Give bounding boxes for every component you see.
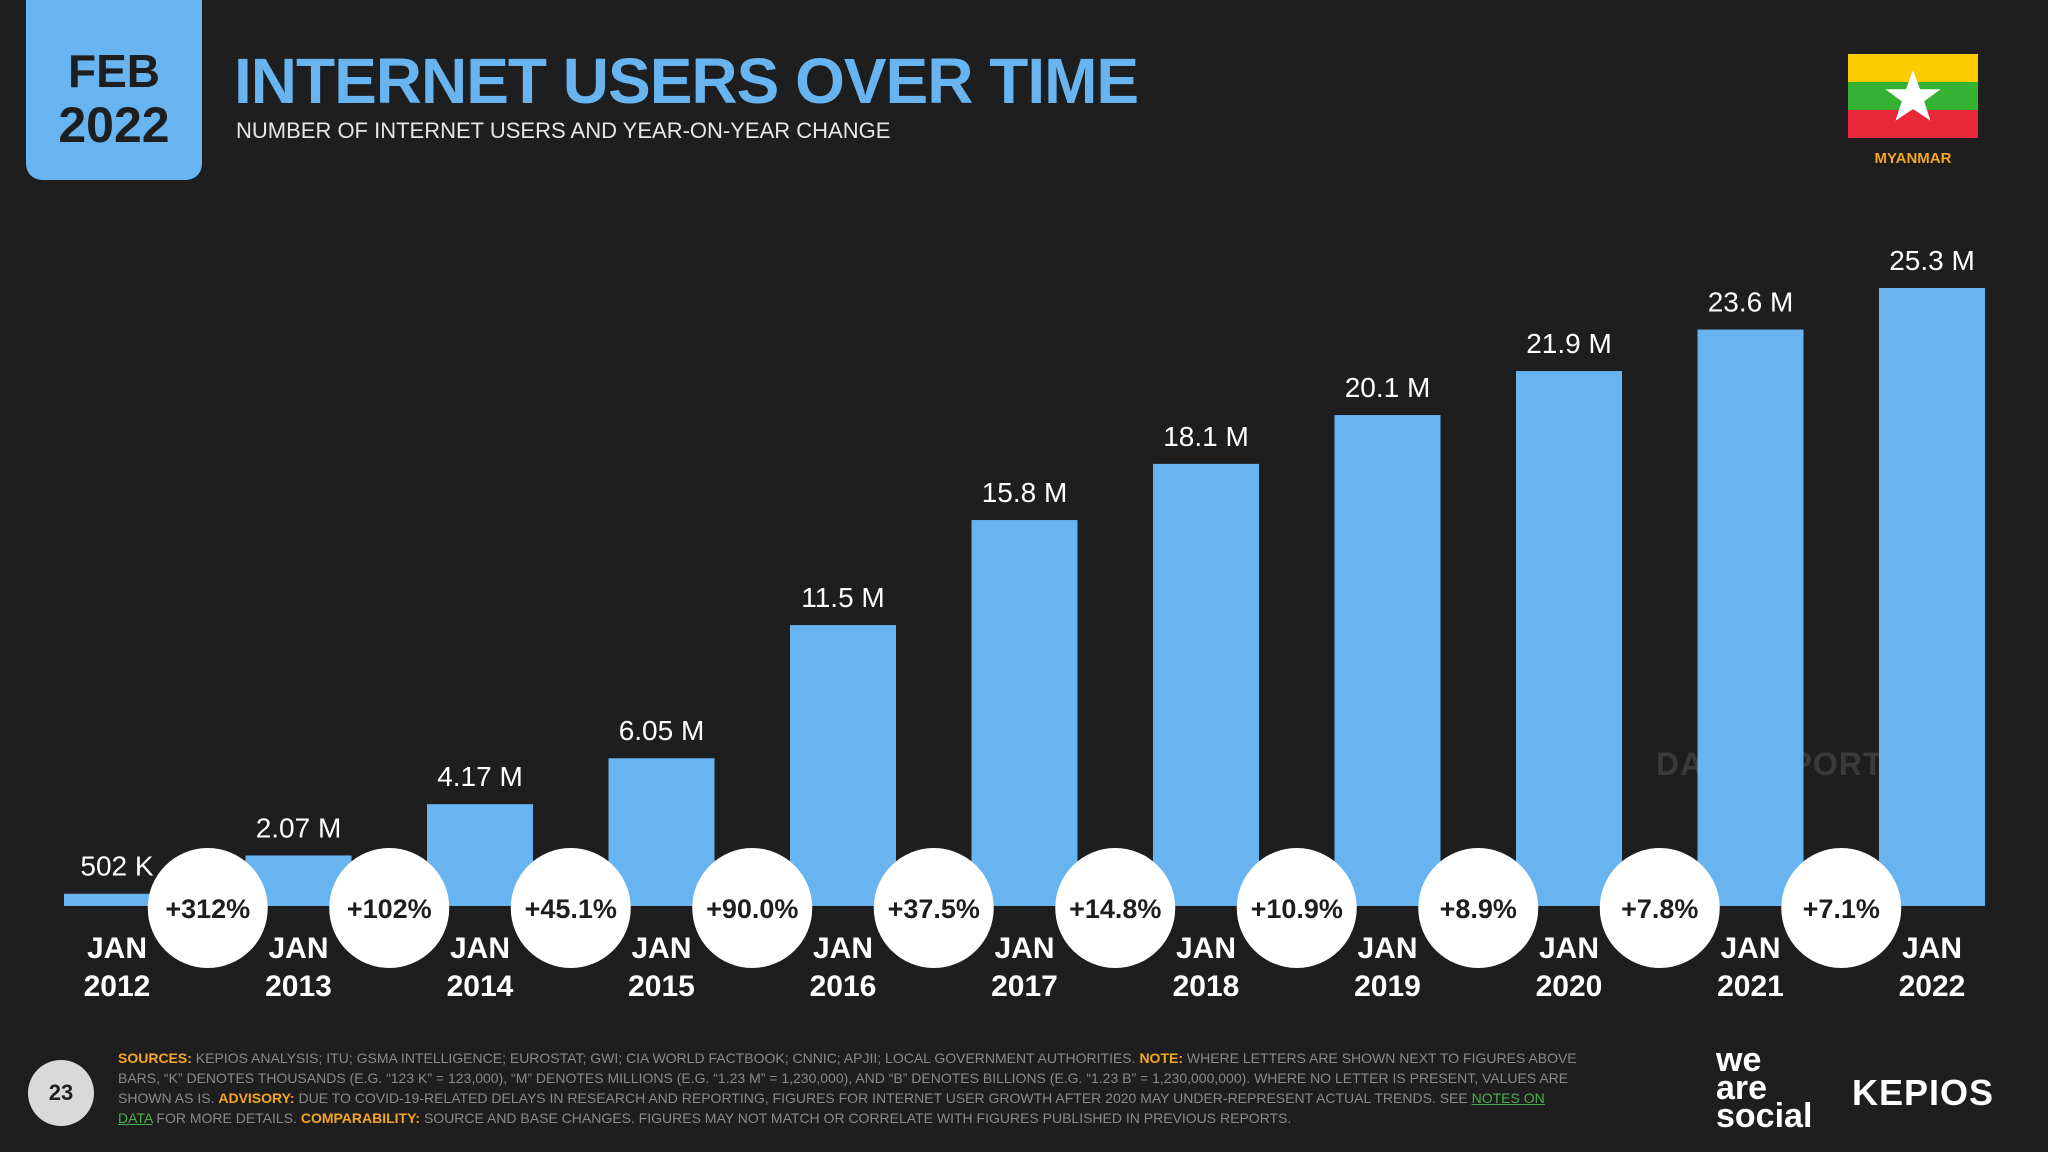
x-tick-label: JAN [1176, 932, 1236, 965]
page-number: 23 [28, 1060, 94, 1126]
yoy-change-label: +7.8% [1621, 894, 1698, 924]
sources-text: KEPIOS ANALYSIS; ITU; GSMA INTELLIGENCE;… [195, 1050, 1136, 1066]
x-tick-label: 2019 [1354, 970, 1421, 1003]
bar [1697, 329, 1804, 906]
myanmar-flag-icon [1848, 54, 1978, 138]
value-label: 4.17 M [437, 761, 523, 792]
yoy-change-circle [329, 848, 450, 968]
advisory-text: DUE TO COVID-19-RELATED DELAYS IN RESEAR… [298, 1090, 1468, 1106]
yoy-change-label: +7.1% [1803, 894, 1880, 924]
bar [608, 758, 715, 906]
value-label: 21.9 M [1526, 328, 1612, 359]
yoy-change-circle [1055, 848, 1176, 968]
x-tick-label: 2018 [1173, 970, 1240, 1003]
x-tick-label: JAN [450, 932, 510, 965]
yoy-change-circle [1236, 848, 1357, 968]
yoy-change-label: +90.0% [706, 894, 798, 924]
date-badge: FEB 2022 [26, 0, 202, 180]
x-tick-label: 2022 [1899, 970, 1966, 1003]
comparability-text: SOURCE AND BASE CHANGES. FIGURES MAY NOT… [423, 1110, 1292, 1126]
we-are-social-logo: we are social [1716, 1041, 1813, 1135]
page-title: INTERNET USERS OVER TIME [234, 45, 1139, 117]
x-tick-label: 2015 [628, 970, 695, 1003]
note-text: WHERE LETTERS ARE SHOWN NEXT TO FIGURES … [118, 1050, 1577, 1106]
x-tick-label: JAN [1357, 932, 1417, 965]
x-tick-label: JAN [994, 932, 1054, 965]
value-label: 20.1 M [1345, 372, 1431, 403]
badge-year: 2022 [58, 97, 170, 153]
after-link-text: FOR MORE DETAILS. [156, 1110, 297, 1126]
bar [1516, 371, 1622, 906]
bar-chart: 502 K JAN 2012 2.07 M JAN 2013 4.17 M JAN 2014 6.… [64, 245, 1985, 1003]
x-tick-label: JAN [1720, 932, 1780, 965]
comparability-label: COMPARABILITY: [300, 1110, 421, 1126]
x-tick-label: JAN [1539, 932, 1599, 965]
bar [1879, 288, 1985, 906]
country-label: MYANMAR [1874, 150, 1952, 167]
x-tick-label: JAN [87, 932, 147, 965]
yoy-change-label: +8.9% [1440, 894, 1517, 924]
bar [1334, 415, 1441, 906]
yoy-change-circle [1418, 848, 1539, 968]
yoy-change-label: +14.8% [1069, 894, 1161, 924]
notes-on-data-link[interactable]: NOTES ON DATA [118, 1090, 1545, 1126]
x-tick-label: JAN [813, 932, 873, 965]
note-label: NOTE: [1139, 1050, 1183, 1066]
bar [971, 520, 1078, 906]
x-tick-label: 2017 [991, 970, 1058, 1003]
value-label: 25.3 M [1889, 245, 1975, 276]
x-tick-label: 2021 [1717, 970, 1784, 1003]
value-label: 11.5 M [801, 582, 885, 613]
flag-star [1885, 70, 1941, 121]
bar [790, 625, 896, 906]
sources-label: SOURCES: [118, 1050, 192, 1066]
yoy-change-label: +45.1% [525, 894, 617, 924]
yoy-change-circle [147, 848, 268, 968]
x-tick-label: 2014 [447, 970, 514, 1003]
page-subtitle: NUMBER OF INTERNET USERS AND YEAR-ON-YEA… [236, 118, 891, 143]
yoy-change-circle [692, 848, 813, 968]
yoy-change-circle [1781, 848, 1902, 968]
value-label: 18.1 M [1163, 421, 1249, 452]
x-tick-label: JAN [1902, 932, 1962, 965]
yoy-change-label: +10.9% [1251, 894, 1343, 924]
yoy-change-label: +312% [165, 894, 250, 924]
x-tick-label: JAN [268, 932, 328, 965]
x-tick-label: 2012 [84, 970, 151, 1003]
x-tick-label: 2016 [810, 970, 877, 1003]
kepios-logo: KEPIOS [1852, 1072, 1995, 1113]
value-label: 2.07 M [256, 812, 342, 843]
x-tick-label: JAN [631, 932, 691, 965]
advisory-label: ADVISORY: [218, 1090, 295, 1106]
bar [1153, 463, 1259, 906]
footer-notes: SOURCES: KEPIOS ANALYSIS; ITU; GSMA INTE… [118, 1048, 1578, 1128]
logo-line-3: social [1716, 1097, 1813, 1135]
logo-line-1: we [1716, 1041, 1762, 1079]
yoy-change-circle [510, 848, 631, 968]
value-label: 6.05 M [619, 715, 705, 746]
badge-month: FEB [68, 45, 160, 97]
value-label: 502 K [80, 851, 153, 882]
x-tick-label: 2013 [265, 970, 332, 1003]
logo-line-2: are [1716, 1069, 1768, 1107]
yoy-change-label: +102% [347, 894, 432, 924]
value-label: 15.8 M [982, 477, 1068, 508]
yoy-change-circle [873, 848, 994, 968]
flag-stripe-bottom [1848, 110, 1978, 138]
bar [64, 893, 170, 906]
yoy-change-label: +37.5% [888, 894, 980, 924]
value-label: 23.6 M [1708, 287, 1794, 318]
yoy-change-circle [1599, 848, 1720, 968]
x-tick-label: 2020 [1536, 970, 1603, 1003]
